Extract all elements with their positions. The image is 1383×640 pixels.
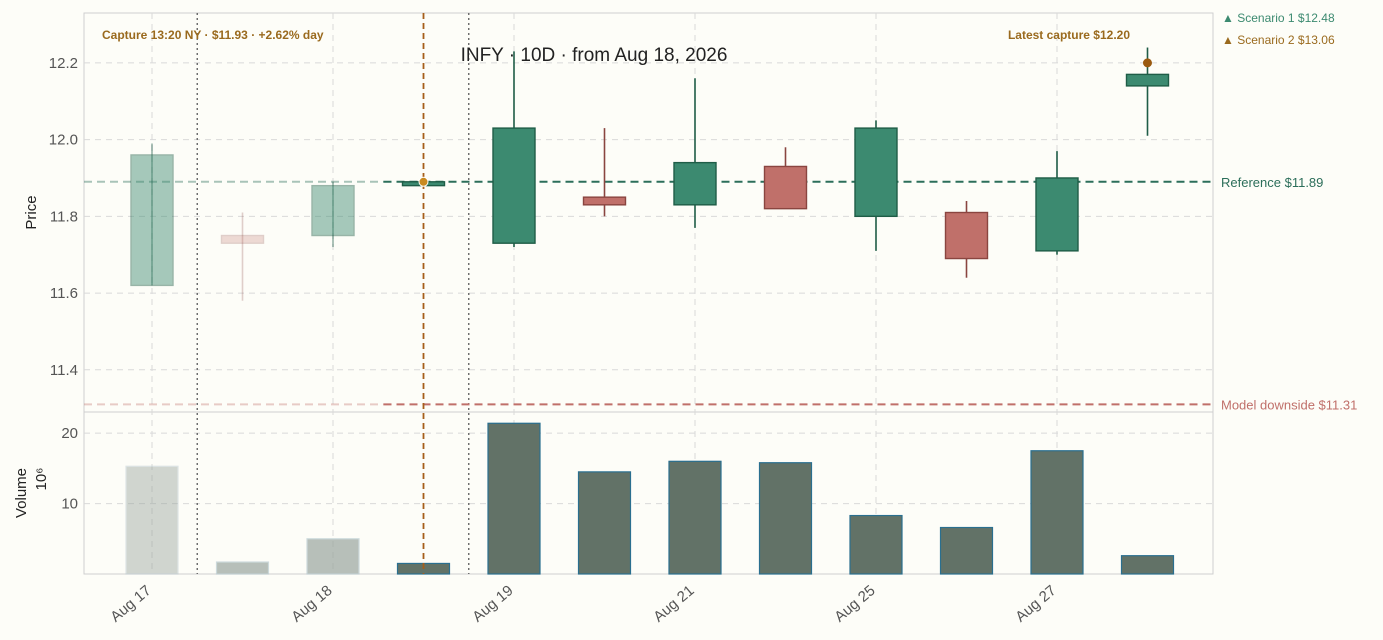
price-axis-label: Price — [23, 195, 40, 229]
volume-bar — [939, 526, 994, 575]
price-tick-label: 11.8 — [50, 208, 78, 225]
candle-body — [492, 127, 536, 244]
scenario-label-1: ▲ Scenario 1 $12.48 — [1222, 11, 1335, 25]
volume-bar — [849, 514, 903, 575]
downside-line-label: Model downside $11.31 — [1221, 397, 1357, 412]
volume-bar — [125, 465, 179, 575]
volume-bar — [1120, 555, 1175, 575]
price-tick-label: 11.4 — [50, 362, 78, 379]
x-tick-label: Aug 18 — [288, 582, 335, 626]
candle-body — [582, 196, 627, 206]
price-tick-label: 12.2 — [49, 55, 78, 72]
candle-body — [763, 165, 808, 210]
candle-body — [1035, 177, 1079, 252]
candle-body — [1125, 73, 1170, 87]
volume-bar — [668, 460, 722, 575]
candle-body — [130, 154, 174, 287]
volume-tick-label: 10 — [61, 496, 78, 513]
scenario-label-2: ▲ Scenario 2 $13.06 — [1222, 33, 1335, 47]
candle-body — [673, 161, 717, 206]
volume-bar — [1030, 450, 1084, 575]
x-tick-label: Aug 27 — [1012, 582, 1059, 626]
x-tick-label: Aug 19 — [469, 582, 516, 626]
volume-bar — [577, 471, 632, 575]
candle-body — [311, 184, 355, 237]
capture-annotation: Capture 13:20 NY · $11.93 · +2.62% day — [102, 28, 324, 42]
volume-unit-label: 10⁶ — [33, 468, 50, 491]
chart-title: INFY · 10D · from Aug 18, 2026 — [461, 45, 728, 66]
x-tick-label: Aug 21 — [650, 582, 697, 626]
x-tick-label: Aug 17 — [107, 582, 154, 626]
candle-body — [220, 234, 265, 244]
volume-axis-label: Volume — [13, 468, 30, 518]
latest-capture-annotation: Latest capture $12.20 — [1008, 28, 1130, 42]
volume-bar — [215, 561, 270, 575]
volume-tick-label: 20 — [61, 425, 78, 442]
price-tick-label: 12.0 — [49, 132, 78, 149]
price-tick-label: 11.6 — [50, 285, 78, 302]
volume-bar — [306, 538, 360, 575]
candle-body — [944, 211, 989, 260]
latest-capture-point — [1143, 58, 1152, 68]
volume-bar — [758, 462, 813, 575]
capture-point — [418, 176, 429, 187]
x-tick-label: Aug 25 — [831, 582, 878, 626]
volume-bar — [487, 422, 541, 575]
volume-panel-frame — [83, 411, 1214, 575]
candle-body — [854, 127, 898, 218]
reference-line-label: Reference $11.89 — [1221, 175, 1323, 190]
